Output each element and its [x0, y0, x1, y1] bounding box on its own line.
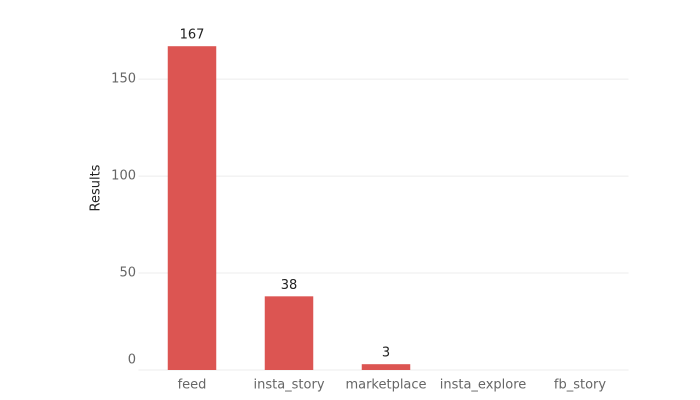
y-tick-label: 0: [128, 353, 136, 368]
value-label: 3: [382, 346, 390, 361]
x-tick-label: feed: [178, 378, 207, 393]
value-label: 38: [281, 278, 298, 293]
x-tick-label: marketplace: [345, 378, 426, 393]
bar: [361, 364, 411, 370]
y-axis-title: Results: [89, 164, 104, 211]
bar: [167, 46, 217, 370]
bar: [264, 296, 314, 370]
y-tick-label: 100: [111, 169, 136, 184]
y-tick-label: 50: [119, 266, 136, 281]
y-tick-label: 150: [111, 72, 136, 87]
x-tick-label: insta_explore: [440, 378, 527, 393]
value-label: 167: [180, 28, 205, 43]
x-tick-label: insta_story: [253, 378, 324, 393]
x-tick-label: fb_story: [554, 378, 606, 393]
